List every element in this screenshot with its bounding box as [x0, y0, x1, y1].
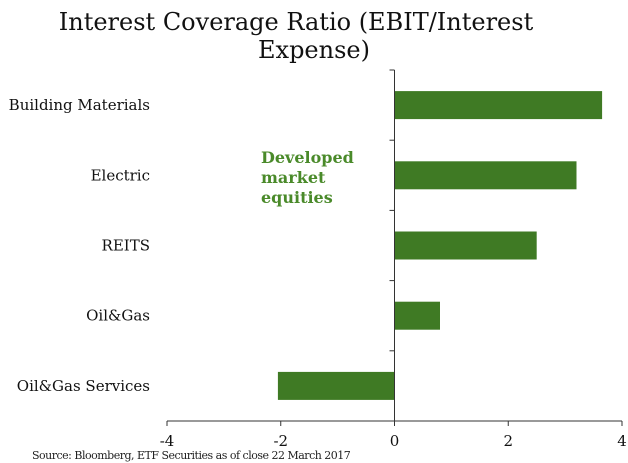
x-tick-label: 0 — [390, 432, 400, 450]
annotation-text: Developed — [261, 148, 354, 167]
bar-building-materials — [394, 91, 603, 120]
category-label: Oil&Gas Services — [17, 377, 150, 395]
bar-oil-gas — [394, 301, 440, 330]
x-tick-label: -2 — [273, 432, 288, 450]
bar-reits — [394, 231, 537, 260]
bar-oil-gas-services — [277, 371, 395, 400]
chart-title-line-2: Expense) — [258, 36, 370, 64]
x-tick-label: 2 — [503, 432, 513, 450]
bar-electric — [394, 161, 577, 190]
category-label: Building Materials — [9, 96, 150, 114]
category-label: Oil&Gas — [86, 307, 150, 325]
category-label: Electric — [91, 166, 150, 184]
chart-title-line-1: Interest Coverage Ratio (EBIT/Interest — [58, 8, 534, 36]
chart-title: Interest Coverage Ratio (EBIT/Interest E… — [0, 8, 628, 68]
x-tick-label: -4 — [160, 432, 175, 450]
category-label: REITS — [102, 237, 150, 255]
source-note: Source: Bloomberg, ETF Securities as of … — [32, 449, 351, 462]
x-tick-label: 4 — [617, 432, 627, 450]
annotation-text: market — [261, 168, 326, 187]
annotation-text: equities — [261, 188, 333, 207]
